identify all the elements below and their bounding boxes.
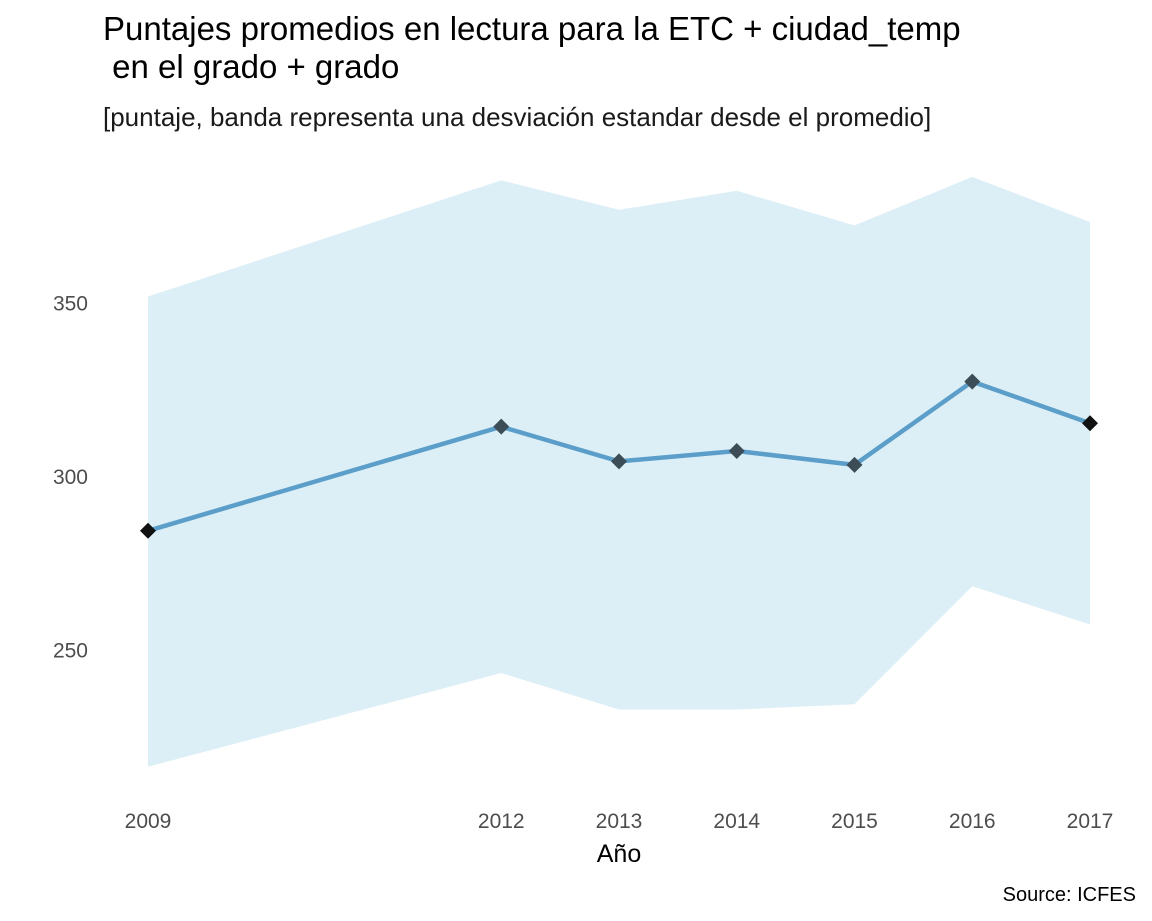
x-tick-label: 2014 <box>713 810 760 833</box>
y-tick-label: 250 <box>53 640 88 663</box>
chart-subtitle: [puntaje, banda representa una desviació… <box>103 102 932 132</box>
x-tick-label: 2017 <box>1067 810 1114 833</box>
data-point-2009 <box>140 522 156 539</box>
y-tick-label: 350 <box>53 293 88 316</box>
data-point-2016 <box>964 373 981 390</box>
x-axis: 2009 2012 2013 2014 2015 2016 2017 <box>125 810 1114 833</box>
chart-title: Puntajes promedios en lectura para la ET… <box>103 10 961 85</box>
data-point-2013 <box>611 453 627 470</box>
data-point-2014 <box>728 442 745 459</box>
x-tick-label: 2016 <box>949 810 996 833</box>
x-tick-label: 2009 <box>125 810 172 833</box>
data-point-2017 <box>1082 415 1098 432</box>
data-point-2012 <box>493 418 510 435</box>
y-axis: 250 300 350 <box>53 293 88 663</box>
x-tick-label: 2012 <box>478 810 525 833</box>
source-caption: Source: ICFES <box>1002 884 1136 906</box>
marker-layer <box>140 373 1098 539</box>
y-tick-label: 300 <box>53 466 88 489</box>
x-axis-title: Año <box>597 840 641 868</box>
data-point-2015 <box>846 456 863 473</box>
band-layer <box>148 176 1090 767</box>
x-tick-label: 2015 <box>831 810 878 833</box>
sd-band <box>148 176 1090 767</box>
x-tick-label: 2013 <box>596 810 643 833</box>
